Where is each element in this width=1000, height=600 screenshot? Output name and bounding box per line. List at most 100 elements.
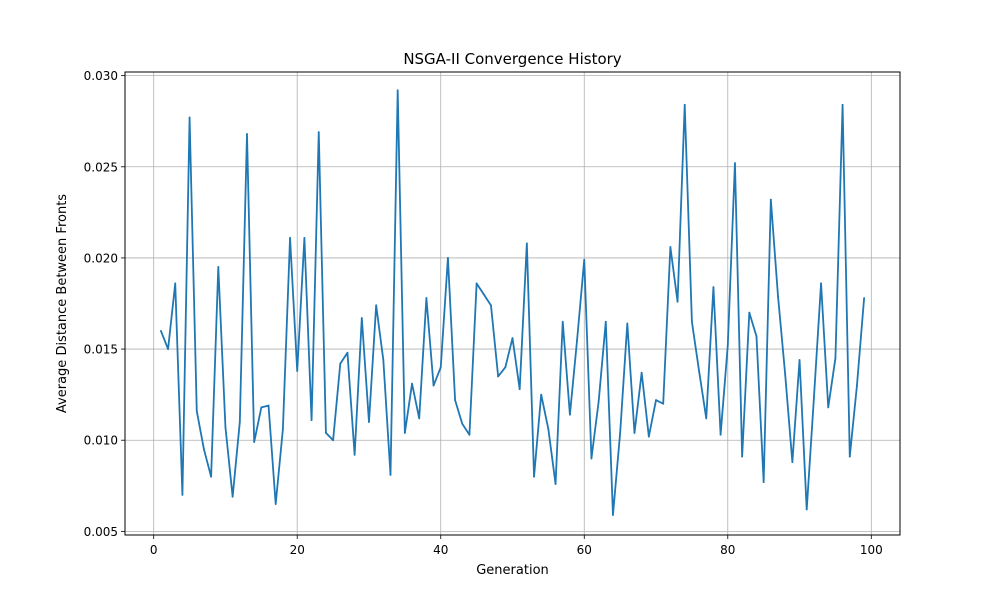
- data-point: [569, 413, 571, 416]
- data-point: [188, 116, 191, 119]
- data-point: [497, 375, 500, 378]
- y-tick-label: 0.015: [84, 343, 118, 357]
- data-point: [533, 475, 535, 478]
- data-point: [705, 417, 708, 420]
- data-point: [475, 282, 478, 285]
- data-point: [590, 457, 593, 460]
- data-point: [769, 198, 772, 201]
- data-point: [669, 246, 672, 248]
- y-tick-label: 0.020: [84, 251, 118, 265]
- data-point: [561, 320, 564, 323]
- data-point: [439, 366, 442, 369]
- x-tick-label: 0: [150, 543, 158, 557]
- data-point: [368, 421, 370, 423]
- data-point: [547, 428, 550, 431]
- data-point: [490, 304, 492, 307]
- data-point: [554, 483, 557, 485]
- data-point: [425, 297, 428, 299]
- data-point: [583, 258, 586, 261]
- data-point: [791, 461, 794, 463]
- data-point: [403, 432, 406, 434]
- data-point: [683, 103, 686, 106]
- data-point: [690, 320, 693, 323]
- data-point: [848, 455, 851, 458]
- data-point: [389, 473, 392, 476]
- data-point: [224, 426, 227, 429]
- x-axis-ticks: 0 20 40 60 80 100: [150, 535, 883, 557]
- data-point: [820, 282, 822, 285]
- data-point: [698, 370, 700, 372]
- data-point: [339, 362, 342, 365]
- series-layer: [159, 89, 866, 516]
- data-point: [432, 384, 435, 387]
- data-point: [174, 282, 177, 285]
- data-point: [332, 439, 335, 442]
- data-point: [798, 359, 801, 361]
- data-point: [231, 495, 234, 498]
- data-point: [841, 103, 844, 106]
- data-point: [167, 348, 169, 350]
- plot-area-frame: [124, 71, 901, 536]
- y-tick-label: 0.025: [84, 160, 118, 174]
- y-tick-label: 0.030: [84, 69, 118, 83]
- data-point: [626, 322, 629, 325]
- data-point: [576, 339, 578, 341]
- data-point: [454, 399, 456, 402]
- data-point: [411, 382, 413, 385]
- gridlines: [125, 72, 900, 535]
- data-point: [346, 351, 349, 354]
- data-point: [827, 406, 830, 409]
- data-point: [812, 397, 815, 400]
- data-point: [612, 514, 614, 516]
- data-point: [597, 401, 600, 403]
- data-point: [203, 448, 205, 451]
- data-point: [260, 406, 263, 409]
- data-point: [217, 266, 220, 268]
- data-point: [784, 373, 787, 376]
- data-point: [619, 432, 622, 434]
- x-tick-label: 40: [433, 543, 448, 557]
- data-point: [518, 388, 521, 391]
- data-point: [762, 481, 765, 484]
- data-point: [325, 432, 327, 434]
- data-point: [375, 304, 378, 307]
- data-point: [734, 162, 736, 165]
- data-point: [633, 432, 636, 434]
- data-point: [238, 421, 241, 423]
- data-point: [461, 422, 464, 425]
- data-point: [418, 417, 421, 420]
- data-point: [195, 410, 198, 412]
- data-point: [655, 399, 657, 402]
- data-point: [712, 286, 715, 288]
- x-tick-label: 60: [577, 543, 592, 557]
- data-point: [253, 441, 256, 443]
- data-point: [267, 404, 270, 407]
- data-point: [382, 359, 385, 361]
- data-point: [719, 433, 722, 436]
- y-axis-label: Average Distance Between Fronts: [55, 194, 70, 413]
- data-point: [647, 435, 650, 438]
- y-axis-ticks: 0.005 0.010 0.015 0.020 0.025 0.030: [84, 69, 125, 539]
- data-point: [640, 371, 643, 374]
- data-point: [181, 493, 184, 496]
- data-point: [482, 293, 485, 296]
- data-point: [777, 295, 779, 298]
- x-tick-label: 100: [860, 543, 883, 557]
- data-point: [755, 335, 758, 338]
- data-point: [303, 236, 306, 239]
- data-point: [468, 433, 471, 436]
- data-point: [246, 133, 248, 135]
- data-point: [396, 89, 399, 92]
- data-point: [296, 370, 299, 372]
- data-point: [210, 475, 213, 478]
- x-axis-label: Generation: [476, 563, 549, 578]
- x-tick-label: 20: [290, 543, 305, 557]
- data-point: [856, 384, 858, 387]
- data-point: [360, 317, 363, 319]
- data-point: [741, 455, 744, 458]
- data-point: [289, 236, 291, 239]
- data-point: [604, 320, 607, 323]
- data-point: [834, 357, 837, 360]
